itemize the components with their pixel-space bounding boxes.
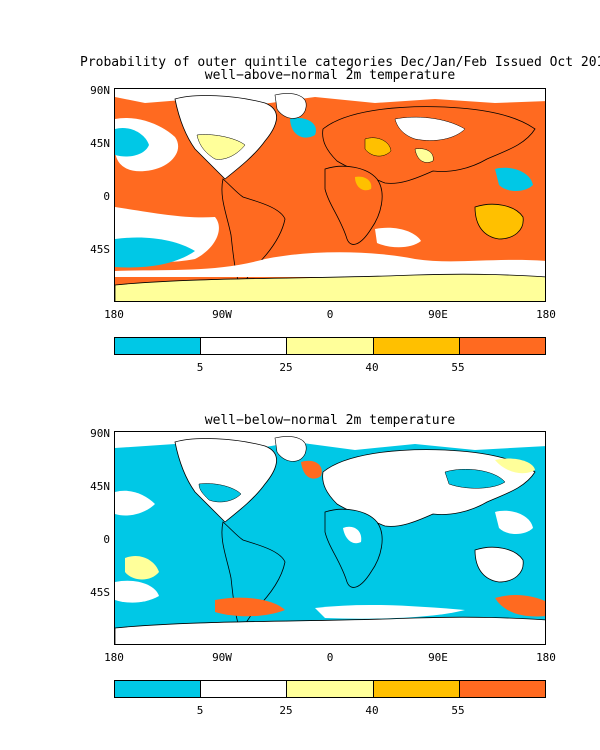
above-normal-map bbox=[114, 88, 546, 302]
colorbar-seg-white bbox=[201, 681, 288, 697]
lat-label-0: 0 bbox=[103, 533, 110, 546]
lat-label-45n: 45N bbox=[90, 137, 110, 150]
africa-white bbox=[343, 526, 362, 544]
north-pacific-white bbox=[115, 490, 155, 516]
lon-label-90w: 90W bbox=[212, 651, 232, 664]
lon-label-90w: 90W bbox=[212, 308, 232, 321]
colorbar-tick-5: 5 bbox=[196, 704, 204, 717]
antarctica bbox=[115, 273, 545, 301]
africa-gold bbox=[355, 176, 372, 191]
lon-label-180-left: 180 bbox=[104, 308, 124, 321]
asia-yellow bbox=[414, 148, 434, 163]
below-normal-map bbox=[114, 431, 546, 645]
colorbar-seg-cyan bbox=[115, 681, 202, 697]
russia-white bbox=[394, 116, 466, 141]
colorbar-seg-pale-yellow bbox=[287, 681, 374, 697]
panel-1-subtitle: well−above−normal 2m temperature bbox=[204, 68, 456, 83]
indian-pacific-cyan bbox=[495, 167, 533, 191]
colorbar-seg-orange bbox=[459, 681, 546, 697]
below-normal-map-svg bbox=[115, 432, 545, 644]
southern-ocean-white bbox=[115, 252, 545, 277]
north-america bbox=[174, 438, 277, 523]
north-atlantic-cyan bbox=[290, 117, 316, 138]
colorbar-above bbox=[114, 337, 546, 355]
main-title: Probability of outer quintile categories… bbox=[80, 55, 600, 70]
colorbar-seg-white bbox=[201, 338, 288, 354]
colorbar-seg-gold bbox=[373, 338, 460, 354]
lon-label-180-right: 180 bbox=[536, 308, 556, 321]
indian-pacific-white bbox=[495, 510, 533, 534]
lon-label-180-left: 180 bbox=[104, 651, 124, 664]
southern-ocean-orange-east bbox=[495, 595, 545, 617]
colorbar-seg-cyan bbox=[115, 338, 202, 354]
colorbar-tick-40: 40 bbox=[365, 361, 379, 374]
colorbar-tick-40: 40 bbox=[365, 704, 379, 717]
lon-label-180-right: 180 bbox=[536, 651, 556, 664]
greenland bbox=[274, 436, 307, 462]
pacific-yellow bbox=[495, 458, 535, 474]
australia bbox=[474, 203, 524, 240]
lat-label-45s: 45S bbox=[90, 586, 110, 599]
colorbar-tick-25: 25 bbox=[279, 704, 293, 717]
colorbar-tick-25: 25 bbox=[279, 361, 293, 374]
colorbar-seg-gold bbox=[373, 681, 460, 697]
australia bbox=[474, 546, 524, 583]
colorbar-seg-orange bbox=[459, 338, 546, 354]
greenland bbox=[274, 93, 307, 119]
lat-label-90n: 90N bbox=[90, 84, 110, 97]
south-pacific-white bbox=[115, 580, 159, 603]
north-pacific-cyan bbox=[115, 127, 149, 157]
south-pacific-cyan bbox=[115, 237, 195, 268]
colorbar-tick-55: 55 bbox=[451, 361, 465, 374]
lat-label-0: 0 bbox=[103, 190, 110, 203]
lon-label-0: 0 bbox=[326, 308, 334, 321]
indian-ocean-white bbox=[375, 227, 421, 248]
siberia-cyan bbox=[444, 469, 506, 489]
colorbar-seg-pale-yellow bbox=[287, 338, 374, 354]
middle-east-gold bbox=[364, 137, 392, 157]
lon-label-90e: 90E bbox=[428, 308, 448, 321]
antarctica bbox=[115, 616, 545, 644]
lat-label-45n: 45N bbox=[90, 480, 110, 493]
colorbar-tick-5: 5 bbox=[196, 361, 204, 374]
south-pacific-yellow bbox=[125, 555, 159, 580]
usa-cyan bbox=[198, 483, 242, 503]
usa-region bbox=[196, 134, 246, 160]
north-atlantic-orange bbox=[301, 460, 322, 479]
lon-label-90e: 90E bbox=[428, 651, 448, 664]
africa bbox=[324, 508, 383, 588]
southern-ocean-white bbox=[315, 604, 465, 619]
panel-2-subtitle: well−below−normal 2m temperature bbox=[204, 413, 456, 428]
colorbar-tick-55: 55 bbox=[451, 704, 465, 717]
lat-label-45s: 45S bbox=[90, 243, 110, 256]
lon-label-0: 0 bbox=[326, 651, 334, 664]
lat-label-90n: 90N bbox=[90, 427, 110, 440]
above-normal-map-svg bbox=[115, 89, 545, 301]
southern-ocean-orange-west bbox=[215, 597, 285, 617]
colorbar-below bbox=[114, 680, 546, 698]
